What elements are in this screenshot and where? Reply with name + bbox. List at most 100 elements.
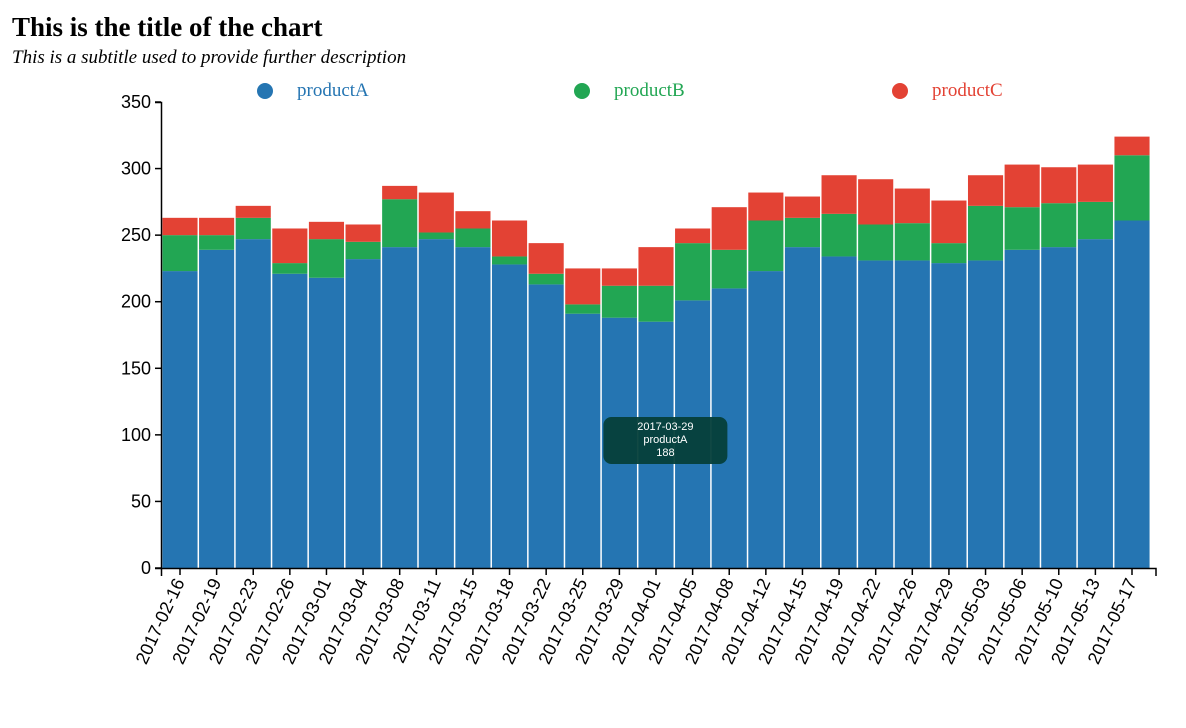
y-tick-label-100: 100 [121, 425, 151, 445]
bar-productA-2017-04-29 [931, 263, 967, 568]
bar-productB-2017-04-15 [784, 217, 821, 248]
bar-productC-2017-03-11 [418, 192, 454, 233]
bar-productC-2017-03-22 [528, 243, 564, 274]
bar-productB-2017-05-03 [967, 205, 1004, 261]
bar-productC-2017-03-18 [491, 220, 528, 257]
y-tick-label-350: 350 [121, 92, 151, 112]
x-axis-line [160, 567, 1157, 576]
bar-productC-2017-04-01 [638, 247, 674, 286]
chart-title: This is the title of the chart [12, 12, 323, 42]
bar-productC-2017-02-26 [272, 228, 308, 264]
tooltip-box [603, 417, 728, 464]
bar-productA-2017-03-18 [491, 264, 528, 568]
bar-productB-2017-04-19 [821, 213, 857, 257]
y-axis: 0 50 100 150 200 250 300 350 [121, 92, 163, 578]
bar-productB-2017-04-26 [894, 223, 930, 261]
bar-productB-2017-02-23 [235, 217, 271, 240]
bar-productB-2017-02-26 [272, 263, 308, 274]
bar-productA-2017-05-06 [1004, 249, 1040, 569]
bar-productC-2017-05-13 [1077, 164, 1113, 202]
bar-productC-2017-02-23 [235, 205, 271, 218]
bar-productB-2017-05-10 [1041, 203, 1077, 248]
bar-productA-2017-04-22 [858, 260, 894, 568]
bar-productC-2017-03-15 [455, 211, 491, 229]
bar-productB-2017-03-04 [345, 241, 381, 260]
bar-productB-2017-05-06 [1004, 207, 1040, 250]
y-tick-label-250: 250 [121, 225, 151, 245]
bar-productC-2017-04-26 [894, 188, 930, 224]
bar-productC-2017-02-16 [162, 217, 198, 236]
y-tick-label-50: 50 [131, 491, 151, 511]
bar-productB-2017-04-29 [931, 243, 967, 264]
bar-productA-2017-03-04 [345, 259, 381, 568]
bar-productC-2017-03-29 [601, 268, 637, 286]
bar-productB-2017-04-05 [675, 243, 711, 301]
bar-productB-2017-04-12 [748, 220, 784, 272]
bar-productA-2017-05-13 [1077, 239, 1113, 568]
bar-productC-2017-04-05 [675, 228, 711, 244]
tooltip-line-1: 2017-03-29 [637, 421, 693, 433]
legend-marker-productB [574, 83, 590, 99]
bar-productA-2017-02-26 [272, 273, 308, 568]
bar-productA-2017-02-19 [199, 249, 235, 569]
bar-productA-2017-05-10 [1041, 247, 1077, 568]
bar-productC-2017-03-01 [308, 221, 345, 240]
bar-productC-2017-03-08 [382, 185, 418, 200]
bar-productA-2017-02-23 [235, 239, 271, 568]
legend-marker-productC [892, 83, 908, 99]
y-tick-label-200: 200 [121, 292, 151, 312]
legend-label-productA: productA [297, 80, 369, 101]
bar-productB-2017-05-17 [1114, 155, 1150, 221]
bar-productC-2017-04-29 [931, 200, 967, 244]
bar-productB-2017-02-19 [199, 235, 235, 250]
bar-productC-2017-05-10 [1041, 167, 1077, 204]
bars [162, 136, 1150, 569]
y-tick-label-150: 150 [121, 358, 151, 378]
bar-productA-2017-04-26 [894, 260, 930, 568]
bar-productC-2017-04-19 [821, 175, 857, 214]
bar-productA-2017-05-03 [967, 260, 1004, 568]
legend-label-productB: productB [614, 80, 685, 101]
legend-marker-productA [257, 83, 273, 99]
bar-productB-2017-03-15 [455, 228, 491, 248]
bar-productC-2017-03-25 [565, 268, 601, 305]
bar-productB-2017-04-08 [711, 249, 747, 289]
y-tick-label-0: 0 [141, 558, 151, 578]
bar-productB-2017-03-08 [382, 199, 418, 248]
bar-productC-2017-03-04 [345, 224, 381, 242]
legend: productA productB productC [257, 80, 1003, 101]
bar-productB-2017-03-18 [491, 256, 528, 265]
bar-productC-2017-05-06 [1004, 164, 1040, 208]
tooltip-line-2: productA [643, 434, 688, 446]
tooltip-line-3: 188 [656, 447, 674, 459]
y-axis-line [155, 101, 163, 570]
bar-productB-2017-05-13 [1077, 201, 1113, 240]
bar-productB-2017-02-16 [162, 235, 198, 272]
bar-productB-2017-03-29 [601, 285, 637, 318]
bar-productA-2017-03-25 [565, 313, 601, 568]
bar-productA-2017-04-12 [748, 271, 784, 568]
bar-productC-2017-05-17 [1114, 136, 1150, 156]
bar-productB-2017-04-22 [858, 224, 894, 261]
bar-productB-2017-03-25 [565, 304, 601, 314]
bar-productA-2017-03-08 [382, 247, 418, 568]
bar-productC-2017-04-08 [711, 207, 747, 250]
bar-productC-2017-04-12 [748, 192, 784, 221]
bar-productC-2017-05-03 [967, 175, 1004, 206]
x-axis: 2017-02-162017-02-192017-02-232017-02-26… [132, 567, 1157, 667]
chart-subtitle: This is a subtitle used to provide furth… [12, 47, 407, 68]
bar-productC-2017-04-15 [784, 196, 821, 218]
bar-productC-2017-04-22 [858, 179, 894, 225]
y-tick-label-300: 300 [121, 159, 151, 179]
bar-productB-2017-03-11 [418, 232, 454, 240]
bar-productA-2017-04-15 [784, 247, 821, 568]
legend-label-productC: productC [932, 80, 1003, 101]
bar-productA-2017-03-22 [528, 284, 564, 568]
bar-productA-2017-05-17 [1114, 220, 1150, 568]
bar-productA-2017-03-11 [418, 239, 454, 568]
bar-productB-2017-03-22 [528, 273, 564, 285]
bar-productB-2017-03-01 [308, 239, 345, 278]
bar-productA-2017-04-19 [821, 256, 857, 568]
